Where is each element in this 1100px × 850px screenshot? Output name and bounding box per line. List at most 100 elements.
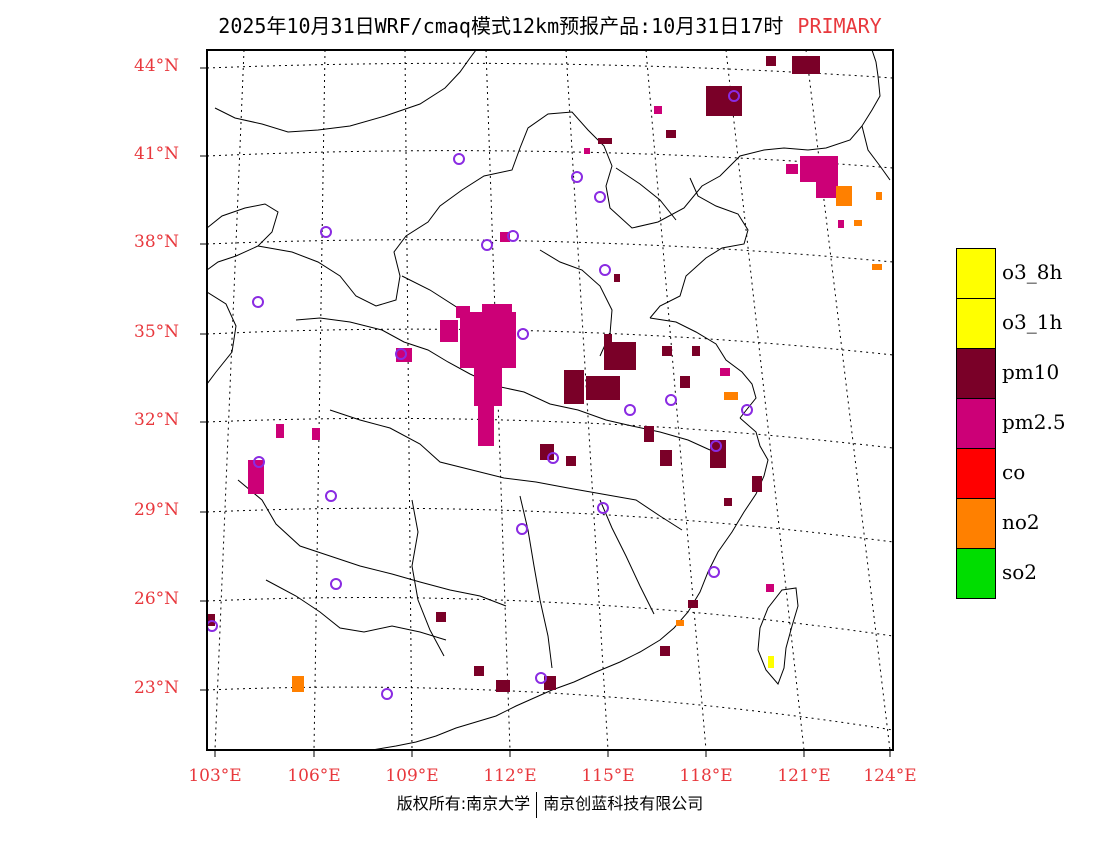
no2-pixel [292,676,304,692]
pm10-pixel [598,138,612,144]
pm25-pixel [460,312,516,368]
map-title: 2025年10月31日WRF/cmaq模式12km预报产品:10月31日17时 P… [0,10,1100,39]
site-marker [624,404,636,416]
pm10-pixel [544,676,556,690]
pm10-pixel [614,274,620,282]
pm10-pixel [710,440,726,468]
pm10-pixel [752,476,762,492]
border-korea [861,125,891,181]
site-marker [453,153,465,165]
site-marker [481,239,493,251]
legend-item-o3-8h: o3_8h [956,248,1100,299]
meridian-112 [485,50,511,750]
meridian-103 [214,50,245,750]
pm25-pixel [766,584,774,592]
site-marker [381,688,393,700]
lon-label-109: 109°E [385,766,439,786]
site-marker [325,490,337,502]
pm25-pixel [474,366,502,406]
pm10-pixel [662,346,672,356]
legend-label: so2 [1002,560,1038,584]
pm10-pixel [680,376,690,388]
lon-label-115: 115°E [581,766,635,786]
site-marker [728,90,740,102]
pm10-pixel [724,498,732,506]
pm25-pixel [654,106,662,114]
legend-label: pm2.5 [1002,410,1066,434]
pm10-pixel [564,370,584,404]
site-marker [708,566,720,578]
parallel-35 [207,328,893,356]
pm10-pixel [644,426,654,442]
copyright-left: 版权所有:南京大学 [396,794,531,813]
pm25-pixel [276,424,284,438]
legend-label: no2 [1002,510,1040,534]
pm25-pixel [500,232,510,242]
pm25-pixel [838,220,844,228]
site-marker [665,394,677,406]
border-northeast [807,50,881,151]
pm10-pixel [207,614,215,626]
border-west-upper [207,203,279,271]
site-marker [507,230,519,242]
lat-label-41: 41°N [134,144,180,164]
lat-label-23: 23°N [134,678,180,698]
pm10-pixel [766,56,776,66]
legend-item-so2: so2 [956,548,1100,599]
parallel-29 [207,507,893,543]
pm10-pixel [666,130,676,138]
no2-pixel [876,192,882,200]
map-frame [206,49,894,751]
pm10-pixel [566,456,576,466]
pm10-pixel [540,444,554,460]
lon-label-103: 103°E [188,766,242,786]
lon-label-106: 106°E [287,766,341,786]
pm10-pixel [660,646,670,656]
legend-item-o3-1h: o3_1h [956,298,1100,349]
no2-pixel [724,392,738,400]
monitoring-sites [207,90,753,700]
footer-separator [536,791,538,818]
title-text: 2025年10月31日WRF/cmaq模式12km预报产品:10月31日17时 [218,14,784,38]
site-marker [594,191,606,203]
pm25-pixel [312,428,320,440]
map-background [207,50,893,750]
border-province-2 [329,409,683,531]
lat-label-44: 44°N [134,56,180,76]
pm25-pixel [248,460,264,494]
legend-item-pm10: pm10 [956,348,1100,399]
border-province-10 [615,167,677,221]
site-marker [599,264,611,276]
meridian-106 [313,50,326,750]
lat-label-35: 35°N [134,322,180,342]
legend-swatch [956,398,996,449]
border-province-6 [411,499,445,657]
pm25-pixel [584,148,590,154]
pm25-pixel [482,304,512,318]
pm25-pixel [720,368,730,376]
no2-pixel [836,186,852,206]
site-marker [252,296,264,308]
site-marker [710,440,722,452]
no2-pixel [854,220,862,226]
pm25-pixel [456,306,470,318]
legend-label: pm10 [1002,360,1060,384]
pm10-pixel [792,56,820,74]
pm10-pixel [586,376,620,400]
legend-label: o3_8h [1002,260,1063,284]
lon-label-121: 121°E [777,766,831,786]
parallel-41 [207,150,893,169]
coast-jiangsu [649,317,757,419]
copyright-footer: 版权所有:南京大学 南京创蓝科技有限公司 [0,790,1100,818]
site-marker [571,171,583,183]
border-province-7 [519,495,553,669]
site-marker [516,523,528,535]
lat-label-32: 32°N [134,410,180,430]
o3-pixel [768,656,774,668]
site-marker [741,404,753,416]
lon-label-124: 124°E [863,766,917,786]
site-marker [253,456,265,468]
site-marker [517,328,529,340]
parallel-32 [207,417,893,449]
